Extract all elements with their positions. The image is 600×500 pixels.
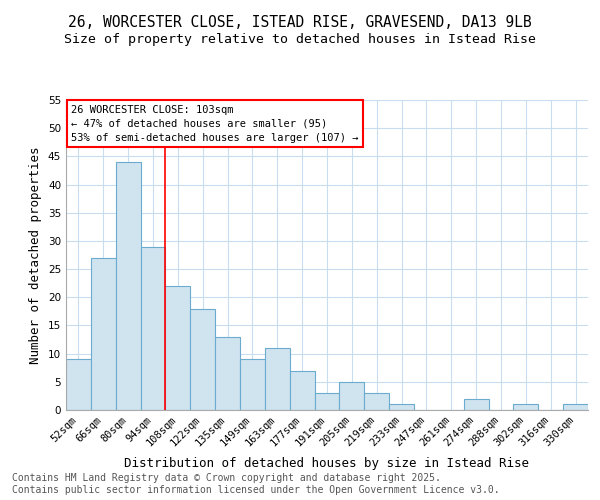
Text: Contains HM Land Registry data © Crown copyright and database right 2025.
Contai: Contains HM Land Registry data © Crown c…: [12, 474, 500, 495]
Bar: [190, 308, 215, 410]
Bar: [314, 393, 340, 410]
Bar: [514, 404, 538, 410]
Bar: [66, 360, 91, 410]
Text: Size of property relative to detached houses in Istead Rise: Size of property relative to detached ho…: [64, 32, 536, 46]
Bar: [116, 162, 140, 410]
Bar: [240, 360, 265, 410]
Bar: [166, 286, 190, 410]
Text: 26 WORCESTER CLOSE: 103sqm
← 47% of detached houses are smaller (95)
53% of semi: 26 WORCESTER CLOSE: 103sqm ← 47% of deta…: [71, 104, 359, 142]
Bar: [91, 258, 116, 410]
Bar: [563, 404, 588, 410]
Text: 26, WORCESTER CLOSE, ISTEAD RISE, GRAVESEND, DA13 9LB: 26, WORCESTER CLOSE, ISTEAD RISE, GRAVES…: [68, 15, 532, 30]
Bar: [464, 398, 488, 410]
Bar: [340, 382, 364, 410]
Y-axis label: Number of detached properties: Number of detached properties: [29, 146, 43, 364]
Bar: [364, 393, 389, 410]
Bar: [215, 336, 240, 410]
Bar: [265, 348, 290, 410]
Bar: [140, 246, 166, 410]
X-axis label: Distribution of detached houses by size in Istead Rise: Distribution of detached houses by size …: [125, 457, 530, 470]
Bar: [290, 370, 314, 410]
Bar: [389, 404, 414, 410]
